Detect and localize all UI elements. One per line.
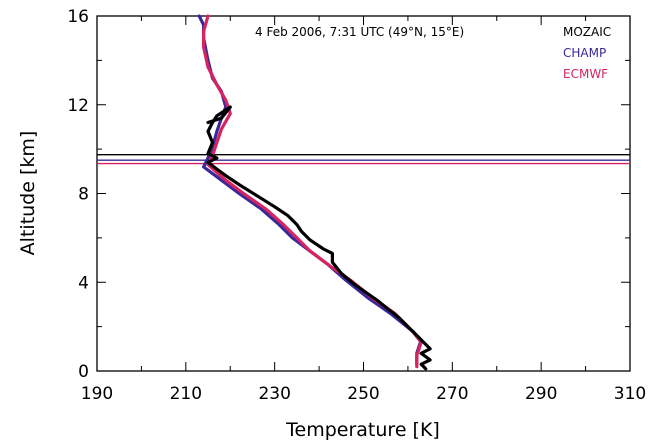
plot-frame	[96, 15, 631, 372]
y-tick-label: 12	[67, 96, 89, 116]
y-tick-labels: 0 4 8 12 16	[67, 7, 89, 382]
y-tick-label: 0	[78, 362, 89, 382]
x-axis-title: Temperature [K]	[285, 419, 440, 441]
x-tick-label: 190	[81, 384, 113, 404]
series-lines	[197, 14, 432, 371]
x-tick-label: 230	[258, 384, 290, 404]
y-axis-title: Altitude [km]	[17, 131, 39, 256]
x-tick-label: 290	[525, 384, 557, 404]
ticks	[96, 15, 631, 372]
y-tick-label: 4	[78, 273, 89, 293]
y-tick-label: 16	[67, 7, 89, 27]
series-line-mozaic	[206, 105, 432, 371]
legend: MOZAIC CHAMP ECMWF	[563, 25, 611, 81]
y-tick-label: 8	[78, 185, 89, 205]
x-tick-label: 270	[436, 384, 468, 404]
x-tick-label: 250	[347, 384, 379, 404]
hlines	[97, 153, 630, 165]
plot-area	[96, 14, 631, 372]
legend-ecmwf: ECMWF	[563, 67, 608, 81]
legend-mozaic: MOZAIC	[563, 25, 611, 39]
x-tick-label: 310	[614, 384, 646, 404]
x-tick-label: 210	[170, 384, 202, 404]
x-tick-labels: 190 210 230 250 270 290 310	[81, 384, 646, 404]
annotation: 4 Feb 2006, 7:31 UTC (49°N, 15°E)	[255, 25, 464, 39]
legend-champ: CHAMP	[563, 46, 606, 60]
series-line-champ	[197, 14, 423, 366]
